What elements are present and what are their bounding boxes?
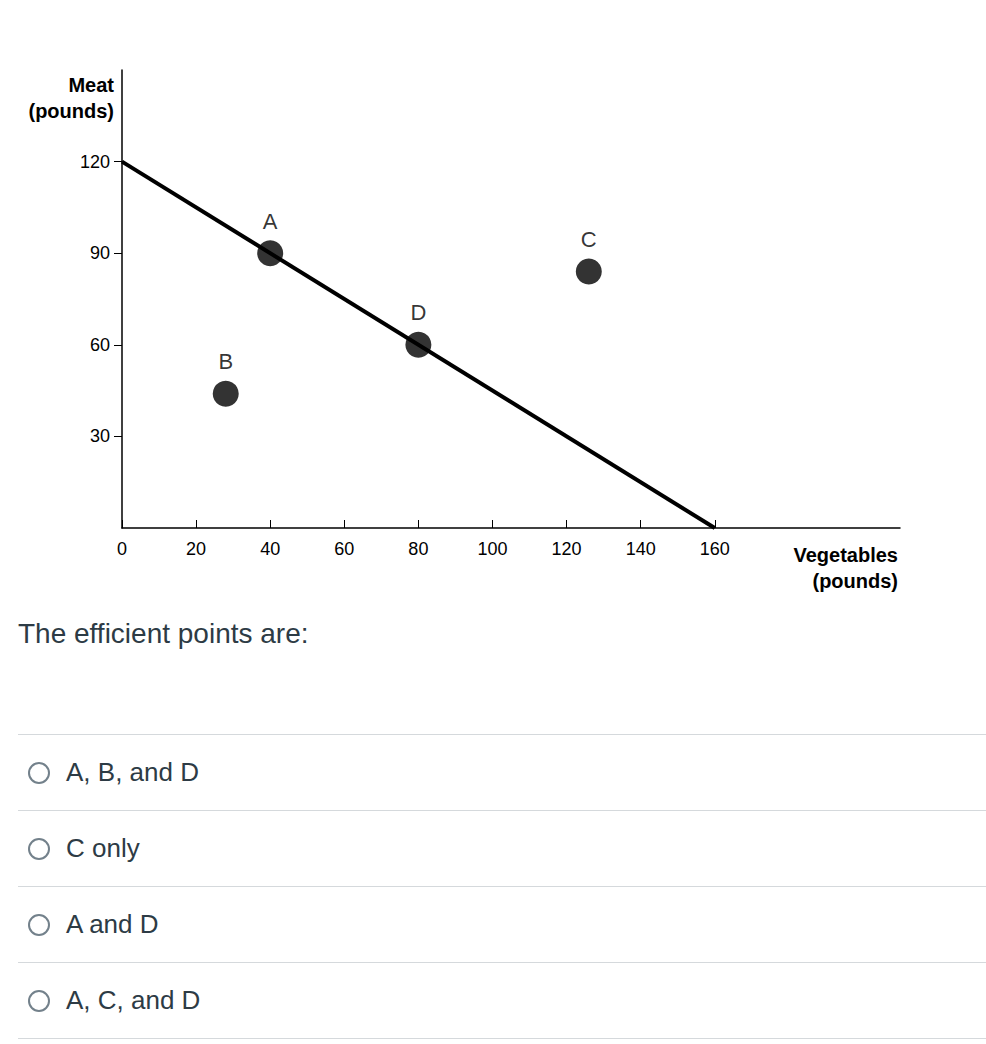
svg-text:Vegetables: Vegetables xyxy=(793,544,898,566)
svg-text:60: 60 xyxy=(90,335,110,355)
svg-text:Meat: Meat xyxy=(68,74,114,96)
svg-text:(pounds): (pounds) xyxy=(812,570,898,592)
svg-text:C: C xyxy=(581,227,597,252)
svg-text:120: 120 xyxy=(552,539,582,559)
svg-text:120: 120 xyxy=(80,152,110,172)
svg-text:140: 140 xyxy=(626,539,656,559)
html-text:A, C, and D: A, C, and D xyxy=(66,985,201,1015)
svg-text:160: 160 xyxy=(700,539,730,559)
svg-text:40: 40 xyxy=(260,539,280,559)
svg-text:60: 60 xyxy=(334,539,354,559)
svg-text:90: 90 xyxy=(90,243,110,263)
html-text:A, B, and D: A, B, and D xyxy=(66,757,199,787)
html-text:A and D: A and D xyxy=(66,909,159,939)
svg-text:(pounds): (pounds) xyxy=(28,100,114,122)
svg-text:D: D xyxy=(410,300,426,325)
svg-text:0: 0 xyxy=(117,539,127,559)
svg-text:B: B xyxy=(218,349,233,374)
svg-text:20: 20 xyxy=(186,539,206,559)
svg-text:100: 100 xyxy=(477,539,507,559)
svg-text:30: 30 xyxy=(90,426,110,446)
html-text:C only: C only xyxy=(66,833,140,863)
svg-text:A: A xyxy=(263,209,278,234)
html-text:The efficient points are:: The efficient points are: xyxy=(18,618,309,649)
svg-text:80: 80 xyxy=(408,539,428,559)
